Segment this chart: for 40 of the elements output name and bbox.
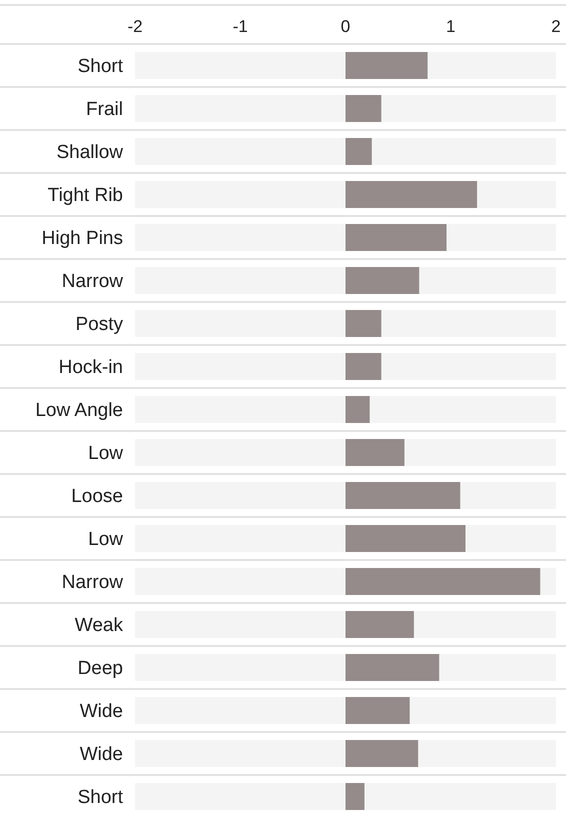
bar (346, 181, 478, 208)
bar (346, 310, 382, 337)
bar (346, 482, 460, 509)
bar (346, 353, 382, 380)
y-tick-label: Low (88, 443, 124, 464)
y-tick-label: Narrow (62, 572, 124, 593)
y-tick-label: Short (78, 787, 124, 808)
bar (346, 267, 420, 294)
y-tick-label: Loose (71, 486, 123, 507)
bar (346, 396, 370, 423)
x-tick-label: 1 (446, 17, 456, 36)
bar (346, 740, 418, 767)
bar (346, 525, 466, 552)
bar (346, 697, 410, 724)
bar (346, 224, 447, 251)
y-tick-label: Short (78, 56, 124, 77)
x-tick-label: 0 (340, 17, 350, 36)
y-tick-label: Low Angle (35, 400, 123, 421)
y-tick-label: Weak (74, 615, 124, 636)
y-tick-label: Hock-in (58, 357, 123, 378)
x-tick-label: -1 (232, 17, 248, 36)
y-tick-label: Wide (80, 744, 123, 765)
bar (346, 138, 372, 165)
bar (346, 95, 382, 122)
bar (346, 654, 440, 681)
y-tick-label: Deep (78, 658, 123, 679)
x-tick-label: 2 (551, 17, 561, 36)
y-tick-label: Tight Rib (48, 185, 123, 206)
bar (346, 439, 404, 466)
bar (346, 611, 414, 638)
y-tick-label: Wide (80, 701, 123, 722)
bar (346, 783, 364, 810)
y-tick-label: Narrow (62, 271, 124, 292)
y-tick-label: Posty (75, 314, 124, 335)
y-tick-label: High Pins (42, 228, 123, 249)
y-tick-label: Shallow (56, 142, 124, 163)
x-tick-label: -2 (127, 17, 143, 36)
y-tick-label: Low (88, 529, 124, 550)
y-tick-label: Frail (86, 99, 123, 120)
bar (346, 52, 428, 79)
